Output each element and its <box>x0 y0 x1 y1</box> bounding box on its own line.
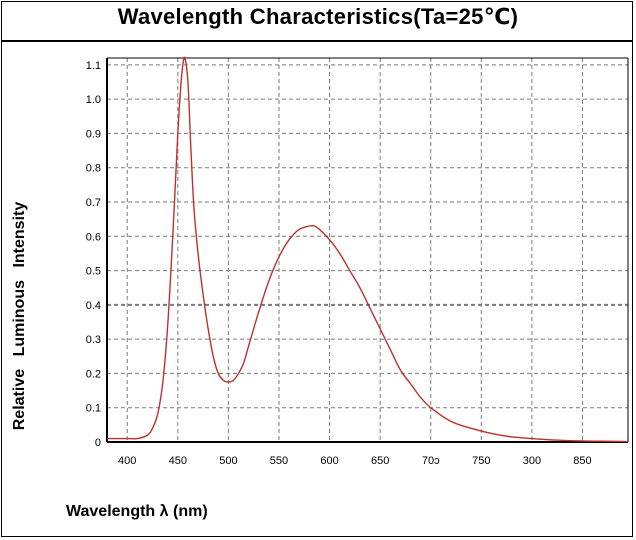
title-divider <box>1 40 633 42</box>
x-tick-label: 400 <box>118 455 136 467</box>
x-tick-label: 450 <box>169 455 187 467</box>
y-tick-label: 0.2 <box>86 368 101 380</box>
x-tick-label: 300 <box>523 455 541 467</box>
y-tick-label: 0.3 <box>86 334 101 346</box>
x-tick-label: 750 <box>472 455 490 467</box>
spectrum-line <box>107 56 629 443</box>
y-tick-label: 0.8 <box>86 163 101 175</box>
plot-background <box>107 58 628 442</box>
y-tick-label: 0.6 <box>86 231 101 243</box>
y-tick-label: 0.4 <box>86 300 101 312</box>
y-tick-label: 0.7 <box>86 197 101 209</box>
chart-title: Wavelength Characteristics(Ta=25℃) <box>117 4 519 29</box>
x-tick-label: 70ɔ <box>422 455 440 467</box>
y-tick-label: 1.1 <box>86 60 101 72</box>
y-tick-label: 0.1 <box>86 403 101 415</box>
y-tick-label: 0 <box>95 437 101 449</box>
y-tick-label: 0.9 <box>86 128 101 140</box>
x-axis-label: Wavelength λ (nm) <box>66 503 208 520</box>
x-tick-label: 500 <box>219 455 237 467</box>
y-tick-label: 0.5 <box>86 266 101 278</box>
x-tick-label: 850 <box>573 455 591 467</box>
y-tick-label: 1.0 <box>86 94 101 106</box>
x-tick-label: 600 <box>320 455 338 467</box>
x-tick-label: 650 <box>371 455 389 467</box>
x-tick-label: 550 <box>270 455 288 467</box>
